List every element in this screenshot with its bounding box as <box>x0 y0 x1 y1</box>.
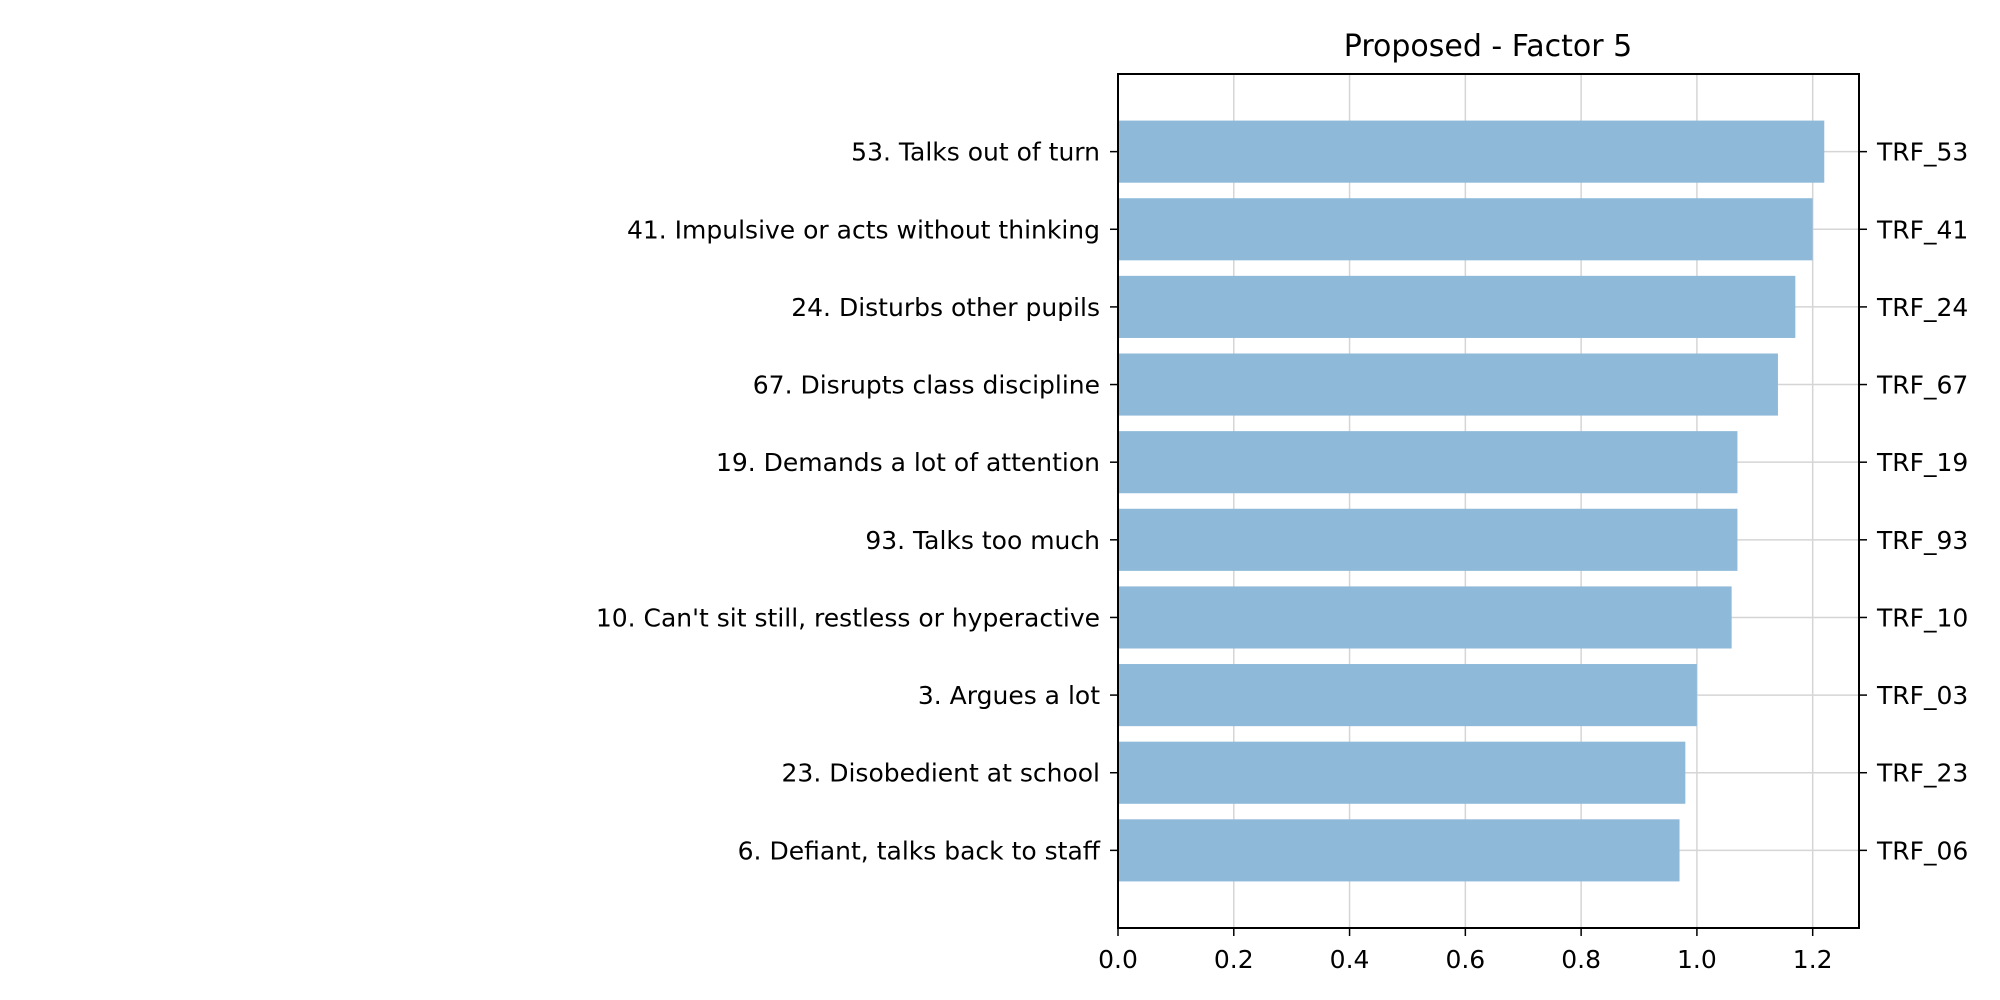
category-label: 53. Talks out of turn <box>851 138 1100 167</box>
category-label: 93. Talks too much <box>865 526 1100 555</box>
bar <box>1118 198 1813 261</box>
item-code-label: TRF_24 <box>1876 293 1968 322</box>
chart-title: Proposed - Factor 5 <box>1344 29 1632 64</box>
x-tick-label: 0.4 <box>1330 945 1370 974</box>
item-code-label: TRF_67 <box>1876 371 1968 400</box>
bar <box>1118 275 1796 338</box>
x-tick-label: 0.6 <box>1445 945 1485 974</box>
x-tick-label: 0.8 <box>1561 945 1601 974</box>
category-label: 41. Impulsive or acts without thinking <box>627 215 1100 244</box>
bar <box>1118 508 1738 571</box>
category-label: 19. Demands a lot of attention <box>716 448 1100 477</box>
item-code-label: TRF_19 <box>1876 448 1968 477</box>
item-code-label: TRF_06 <box>1876 836 1968 865</box>
category-label: 10. Can't sit still, restless or hyperac… <box>596 603 1100 632</box>
item-code-label: TRF_10 <box>1876 603 1968 632</box>
bar <box>1118 664 1697 727</box>
plot-frame <box>1117 73 1860 929</box>
bar <box>1118 431 1738 494</box>
category-label: 23. Disobedient at school <box>782 759 1100 788</box>
bars <box>1118 120 1825 882</box>
bar <box>1118 353 1778 416</box>
bar <box>1118 741 1686 804</box>
item-code-label: TRF_23 <box>1876 759 1968 788</box>
x-tick-label: 1.2 <box>1793 945 1833 974</box>
category-label: 3. Argues a lot <box>918 681 1100 710</box>
item-code-label: TRF_53 <box>1876 138 1968 167</box>
category-label: 6. Defiant, talks back to staff <box>738 836 1101 865</box>
item-code-label: TRF_93 <box>1876 526 1968 555</box>
bar <box>1118 586 1732 649</box>
x-tick-label: 0.0 <box>1098 945 1138 974</box>
x-tick-label: 1.0 <box>1677 945 1717 974</box>
category-label: 67. Disrupts class discipline <box>753 371 1100 400</box>
bar <box>1118 120 1825 183</box>
axes: 0.0 0.2 0.4 0.6 0.8 1.0 1.2 53. Talks out of tu… <box>596 73 1968 974</box>
category-label: 24. Disturbs other pupils <box>791 293 1100 322</box>
item-code-label: TRF_41 <box>1876 215 1968 244</box>
item-code-label: TRF_03 <box>1876 681 1968 710</box>
bar <box>1118 819 1680 882</box>
x-tick-label: 0.2 <box>1214 945 1254 974</box>
